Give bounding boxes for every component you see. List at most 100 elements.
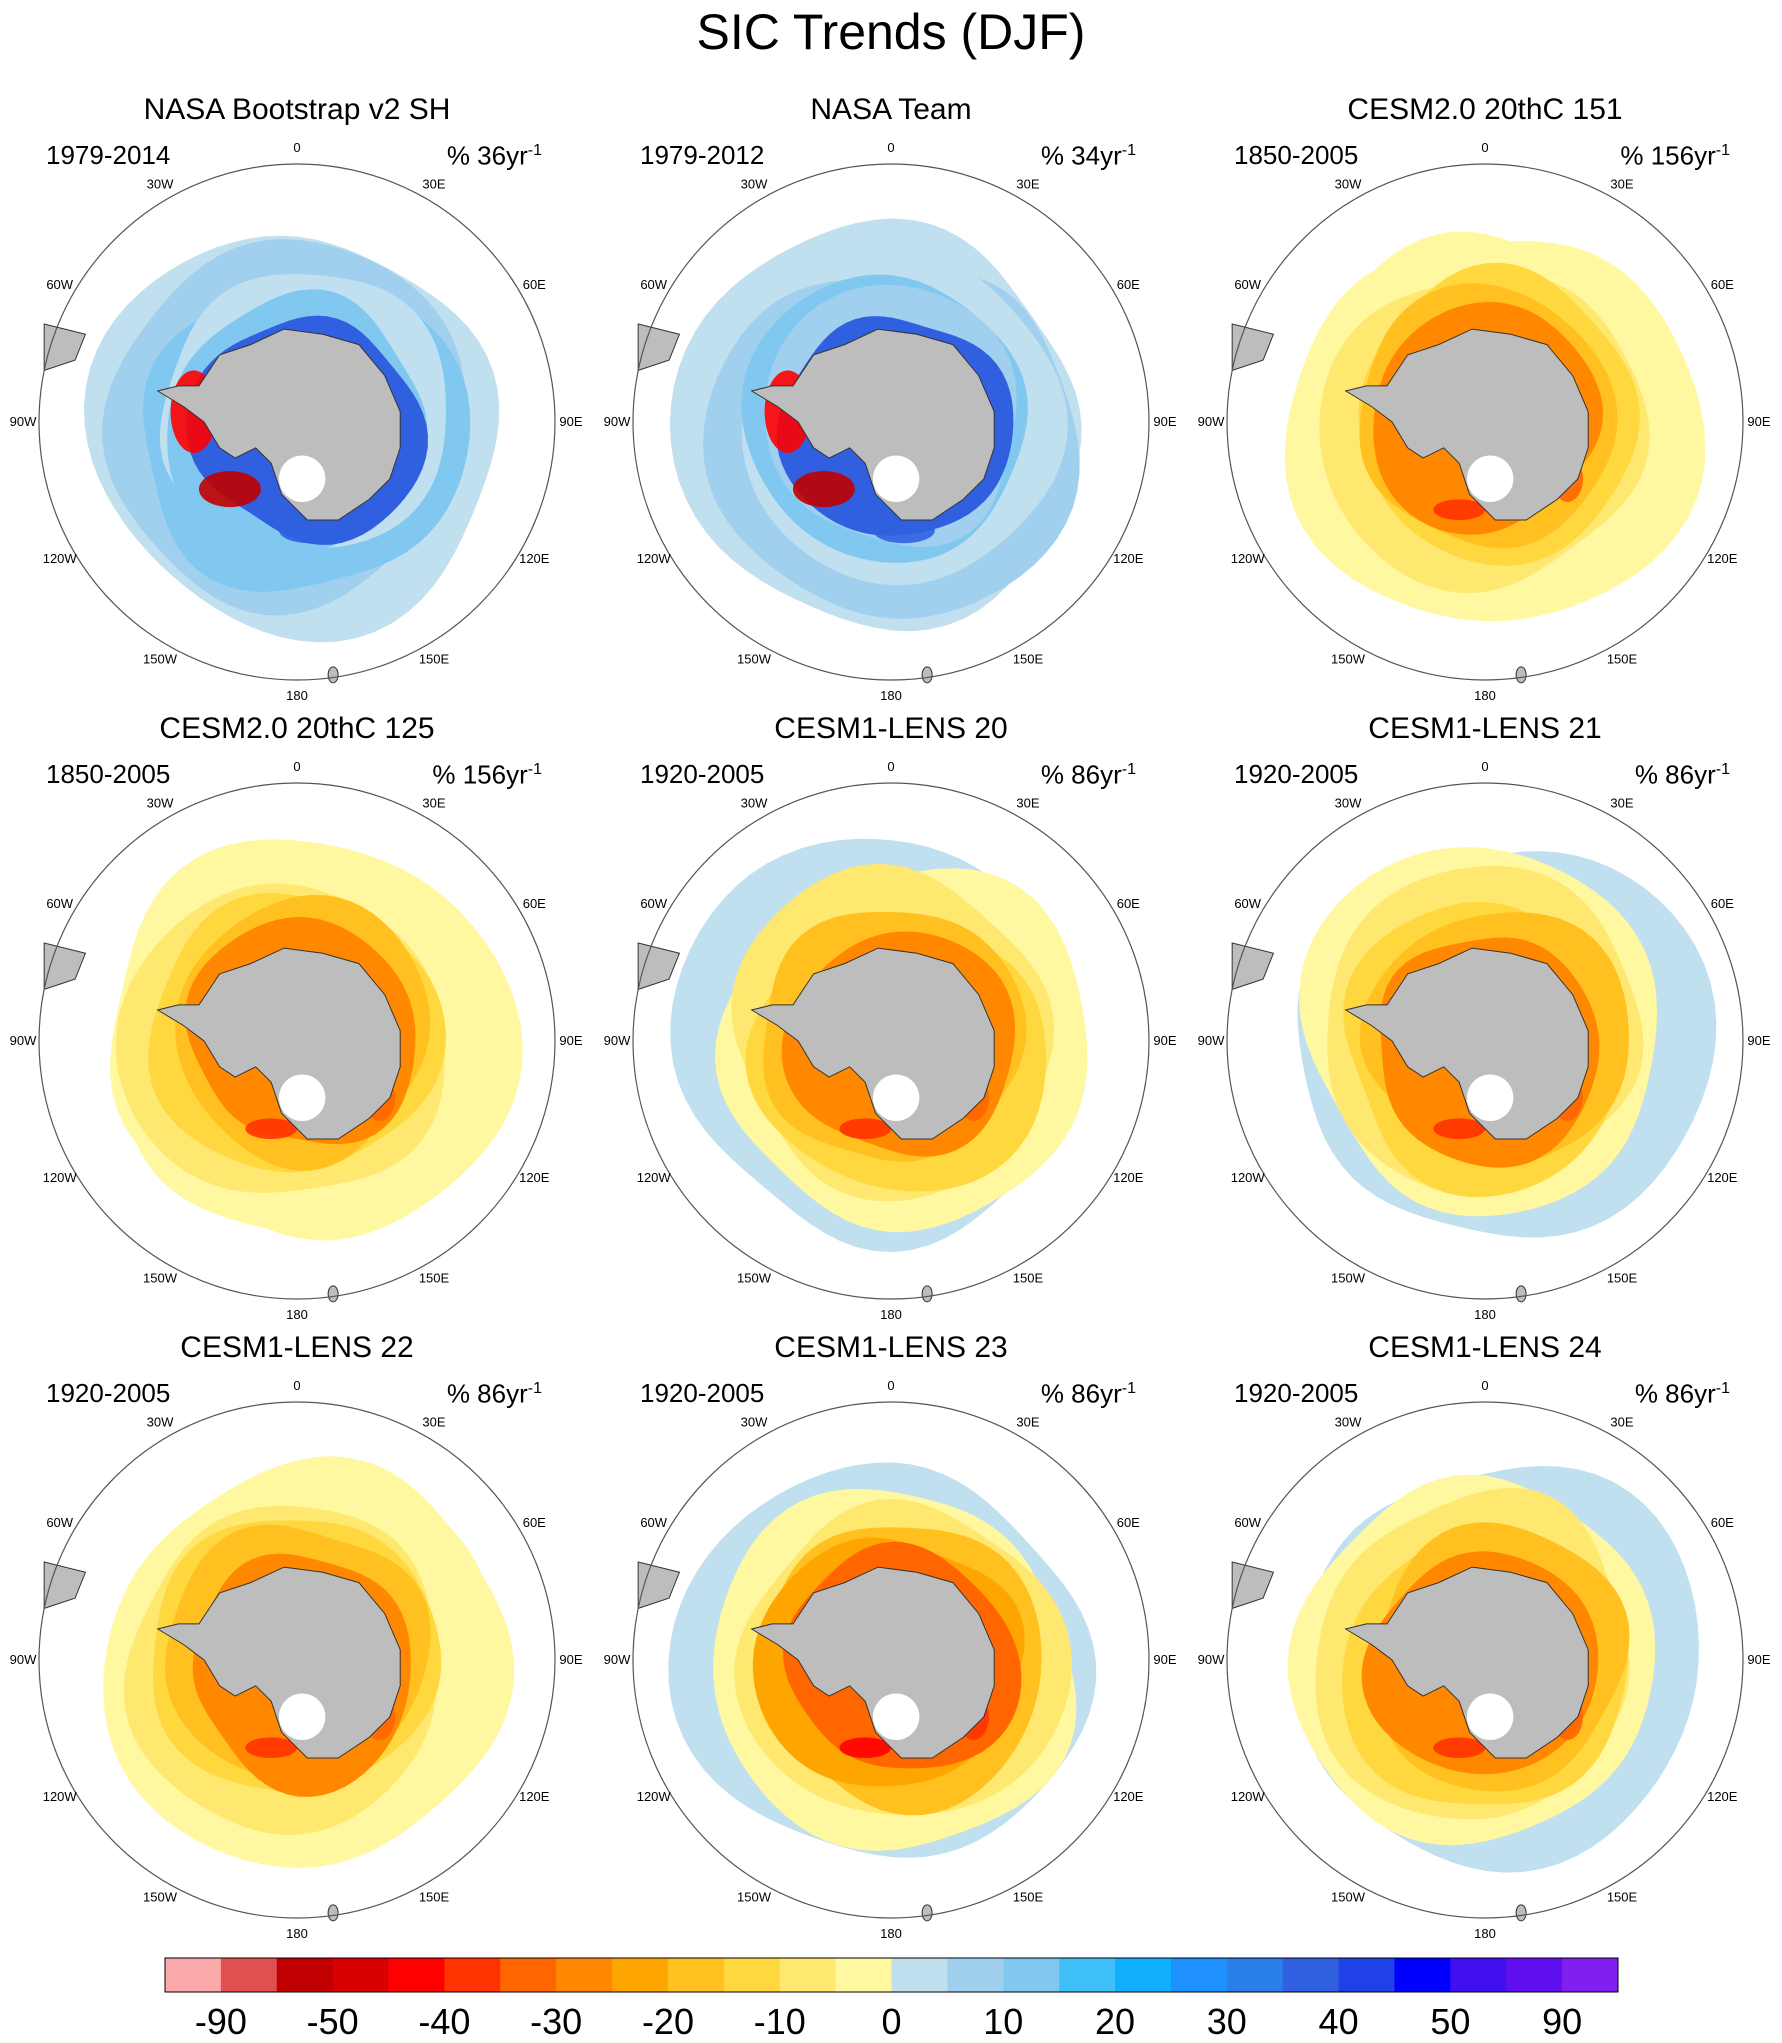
longitude-label: 60W (46, 896, 73, 911)
new-zealand-landmass (327, 1904, 339, 1922)
panel-unit-text: % 86yr (1040, 759, 1122, 790)
longitude-label: 30W (741, 177, 768, 192)
longitude-label: 90E (559, 1033, 582, 1048)
longitude-label: 30W (1335, 796, 1362, 811)
ice-shelf (278, 1693, 326, 1740)
longitude-label: 90W (1198, 1652, 1225, 1667)
longitude-label: 90E (1153, 1033, 1176, 1048)
longitude-label: 60W (1234, 1515, 1261, 1530)
longitude-label: 150E (419, 651, 450, 666)
colorbar-swatch (1170, 1958, 1228, 1992)
longitude-label: 120W (43, 551, 78, 566)
longitude-label: 60E (1711, 1515, 1734, 1530)
longitude-label: 120E (519, 1170, 550, 1185)
colorbar-swatch (1003, 1958, 1060, 1992)
longitude-label: 90W (1198, 414, 1225, 429)
longitude-label: 30W (147, 1415, 174, 1430)
longitude-label: 0 (1481, 759, 1488, 774)
panel-unit-text: % 86yr (446, 1378, 528, 1409)
longitude-label: 150E (1013, 1889, 1044, 1904)
antarctica-landmass (1344, 947, 1589, 1140)
sic-trend-hotspot (1433, 499, 1485, 521)
longitude-label: 120E (1113, 551, 1144, 566)
colorbar-swatch (667, 1958, 725, 1992)
longitude-label: 120E (1707, 551, 1738, 566)
longitude-label: 150W (143, 1889, 178, 1904)
chart-title: SIC Trends (DJF) (696, 4, 1086, 60)
longitude-label: 90W (10, 1652, 37, 1667)
panel-period: 1850-2005 (46, 759, 171, 789)
antarctica-landmass (750, 328, 995, 521)
longitude-label: 60E (523, 277, 546, 292)
map-panel: 0 30E 60E 90E 120E 150E 180 150W 120W 90W 60W 30W CE… (0, 711, 594, 1331)
longitude-label: 120W (1231, 551, 1266, 566)
ice-shelf (278, 455, 326, 502)
longitude-label: 150W (143, 651, 178, 666)
sic-trend-hotspot (839, 1737, 891, 1759)
ice-shelf (1466, 1074, 1514, 1121)
map-boundary (632, 1401, 1150, 1919)
colorbar-tick-label: -40 (418, 2001, 470, 2042)
longitude-label: 30W (147, 796, 174, 811)
antarctica-landmass (156, 328, 401, 521)
panel-unit-text: % 86yr (1040, 1378, 1122, 1409)
panel-unit: % 86yr-1 (447, 1374, 542, 1409)
panel-unit-text: % 36yr (446, 140, 528, 171)
longitude-label: 60W (640, 1515, 667, 1530)
longitude-label: 150W (1331, 1270, 1366, 1285)
panel-period: 1850-2005 (1234, 140, 1359, 170)
new-zealand-landmass (921, 666, 933, 684)
panel-title: NASA Team (810, 93, 972, 126)
longitude-label: 30E (422, 796, 445, 811)
panel-unit: % 86yr-1 (1635, 755, 1730, 790)
longitude-label: 60E (523, 896, 546, 911)
colorbar-swatch (1226, 1958, 1284, 1992)
ice-shelf (872, 1074, 920, 1121)
longitude-label: 60W (1234, 277, 1261, 292)
ice-shelf (1466, 1693, 1514, 1740)
panel-title: CESM1-LENS 22 (180, 1331, 414, 1364)
panel-unit-exponent: -1 (1121, 1380, 1136, 1397)
map-panel: 0 30E 60E 90E 120E 150E 180 150W 120W 90W 60W 30W CE… (1188, 711, 1782, 1331)
longitude-label: 0 (887, 1378, 894, 1393)
panel-unit-exponent: -1 (1121, 761, 1136, 778)
panel-title: NASA Bootstrap v2 SH (143, 93, 451, 126)
polar-map: 0 30E 60E 90E 120E 150E 180 150W 120W 90W 60W 30W (1198, 140, 1771, 703)
panel-unit-text: % 86yr (1634, 759, 1716, 790)
longitude-label: 150E (1607, 651, 1638, 666)
longitude-label: 120W (637, 1170, 672, 1185)
longitude-label: 60E (523, 1515, 546, 1530)
longitude-label: 60E (1711, 896, 1734, 911)
longitude-label: 90E (1153, 414, 1176, 429)
panel-unit-exponent: -1 (527, 761, 542, 778)
longitude-label: 120W (1231, 1170, 1266, 1185)
panel-period: 1920-2005 (640, 1378, 765, 1408)
longitude-label: 120E (1113, 1789, 1144, 1804)
ice-shelf (872, 455, 920, 502)
colorbar-swatch (1115, 1958, 1172, 1992)
longitude-label: 90E (1747, 1652, 1770, 1667)
new-zealand-landmass (327, 666, 339, 684)
colorbar-tick-label: 20 (1095, 2001, 1135, 2042)
longitude-label: 90E (1153, 1652, 1176, 1667)
colorbar-swatch (276, 1958, 334, 1992)
colorbar-swatch (835, 1958, 892, 1992)
longitude-label: 120W (1231, 1789, 1266, 1804)
longitude-label: 60W (46, 277, 73, 292)
colorbar-swatch (556, 1958, 613, 1992)
panel-unit: % 34yr-1 (1041, 136, 1136, 171)
polar-map: 0 30E 60E 90E 120E 150E 180 150W 120W 90W 60W 30W (1198, 1378, 1771, 1941)
sic-trend-hotspot (278, 517, 341, 544)
longitude-label: 180 (880, 1307, 902, 1322)
longitude-label: 180 (1474, 1307, 1496, 1322)
map-boundary (38, 1401, 556, 1919)
antarctica-landmass (750, 947, 995, 1140)
longitude-label: 30E (422, 1415, 445, 1430)
colorbar-tick-label: -10 (754, 2001, 806, 2042)
map-panel: 0 30E 60E 90E 120E 150E 180 150W 120W 90W 60W 30W CE… (594, 711, 1188, 1331)
colorbar-tick-label: 10 (983, 2001, 1023, 2042)
map-panel: 0 30E 60E 90E 120E 150E 180 150W 120W 90W 60W 30W CE… (1188, 92, 1782, 712)
new-zealand-landmass (1515, 1285, 1527, 1303)
longitude-label: 30E (1016, 1415, 1039, 1430)
longitude-label: 60E (1711, 277, 1734, 292)
